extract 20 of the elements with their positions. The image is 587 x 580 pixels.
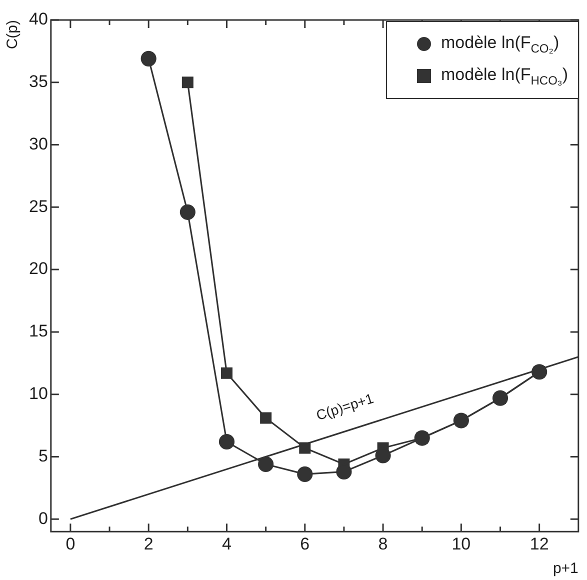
x-tick-label: 6	[300, 534, 310, 554]
y-tick-label: 0	[38, 508, 48, 528]
x-axis-title: p+1	[552, 560, 578, 578]
y-tick-label: 25	[28, 196, 48, 216]
legend-label: modèle ln(F$_{CO₂}$)	[441, 32, 560, 56]
x-tick-label: 0	[66, 534, 76, 554]
y-tick-label: 10	[28, 384, 48, 404]
y-axis-title: C(p)	[4, 20, 22, 50]
y-tick-label: 5	[38, 446, 48, 466]
y-tick-label: 30	[28, 134, 48, 154]
x-tick-label: 4	[222, 534, 232, 554]
legend-label: modèle ln(F$_{HCO₃}$)	[441, 64, 568, 88]
x-tick-label: 2	[144, 534, 154, 554]
y-tick-label: 15	[28, 322, 48, 341]
y-tick-label: 40	[28, 10, 48, 29]
x-tick-label: 12	[530, 534, 549, 554]
y-tick-label: 20	[28, 259, 48, 278]
x-tick-label: 10	[452, 534, 471, 554]
x-tick-label: 8	[378, 534, 388, 554]
y-tick-label: 35	[28, 72, 48, 92]
